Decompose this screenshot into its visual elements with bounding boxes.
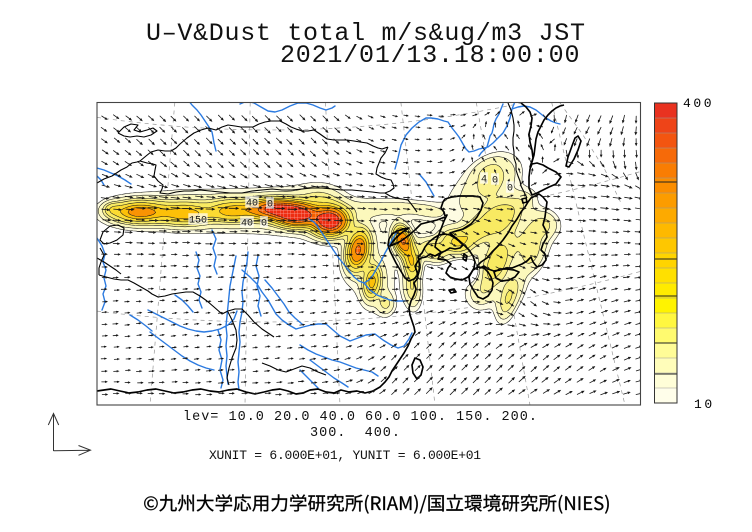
svg-text:40: 40 bbox=[246, 199, 258, 210]
svg-text:0: 0 bbox=[492, 176, 498, 187]
svg-text:400: 400 bbox=[683, 96, 714, 111]
svg-text:0: 0 bbox=[267, 200, 273, 211]
svg-text:0: 0 bbox=[507, 184, 513, 195]
svg-text:10: 10 bbox=[694, 397, 715, 412]
svg-text:0: 0 bbox=[261, 219, 267, 230]
svg-text:150: 150 bbox=[189, 216, 207, 227]
svg-text:4: 4 bbox=[481, 175, 487, 186]
svg-text:40: 40 bbox=[241, 219, 253, 230]
